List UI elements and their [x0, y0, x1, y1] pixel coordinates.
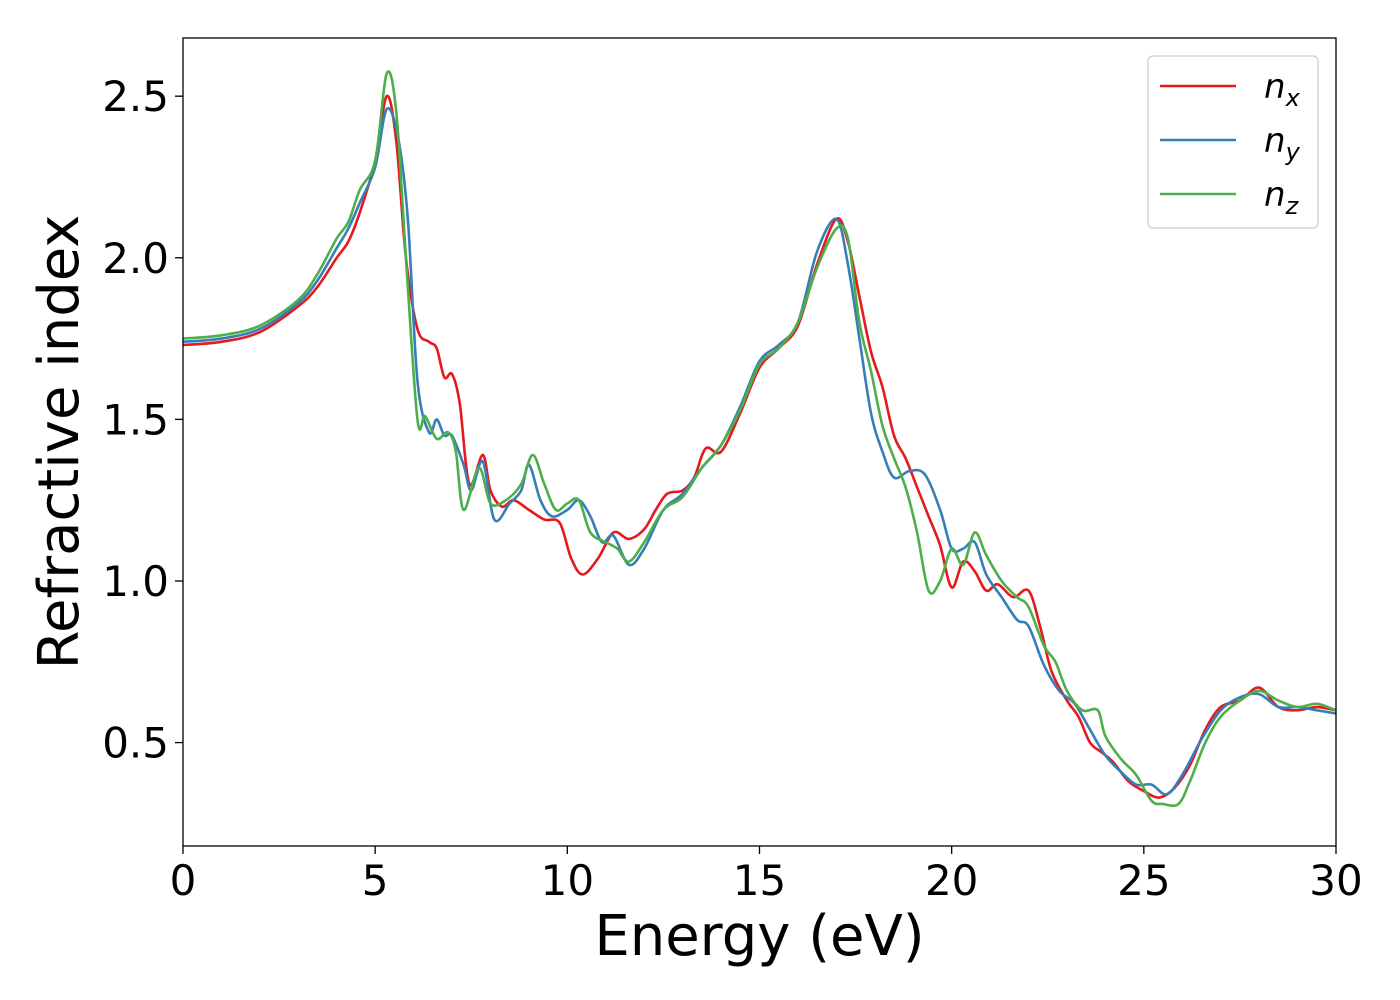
legend-label-main: n: [1264, 175, 1286, 215]
series-line-nx: [183, 94, 1336, 799]
legend-label-nx: nx: [1264, 67, 1301, 112]
x-tick-label: 10: [541, 856, 594, 905]
x-tick-label: 0: [170, 856, 197, 905]
legend-label-subscript: x: [1285, 84, 1301, 112]
series-lines: [183, 70, 1336, 808]
y-tick-label: 0.5: [102, 719, 169, 768]
legend-label-subscript: z: [1285, 192, 1300, 220]
x-tick-label: 30: [1309, 856, 1362, 905]
series-line-nz: [183, 70, 1336, 808]
x-tick-label: 20: [925, 856, 978, 905]
x-tick-label: 25: [1117, 856, 1170, 905]
legend-label-ny: ny: [1264, 121, 1301, 166]
x-tick-label: 5: [362, 856, 389, 905]
legend-label-subscript: y: [1285, 138, 1301, 166]
y-tick-label: 1.0: [102, 557, 169, 606]
x-axis-title: Energy (eV): [594, 904, 924, 969]
legend-label-main: n: [1264, 121, 1286, 161]
y-tick-label: 1.5: [102, 395, 169, 444]
y-tick-label: 2.5: [102, 72, 169, 121]
legend-label-main: n: [1264, 67, 1286, 107]
axis-ticks: 0 5 10 15 20 25 30 0.5 1.0 1.5 2.0 2.5: [102, 72, 1363, 905]
x-tick-label: 15: [733, 856, 786, 905]
y-axis-title: Refractive index: [27, 215, 92, 670]
legend-box: [1147, 55, 1319, 229]
y-tick-label: 2.0: [102, 234, 169, 283]
legend-label-nz: nz: [1264, 175, 1300, 220]
